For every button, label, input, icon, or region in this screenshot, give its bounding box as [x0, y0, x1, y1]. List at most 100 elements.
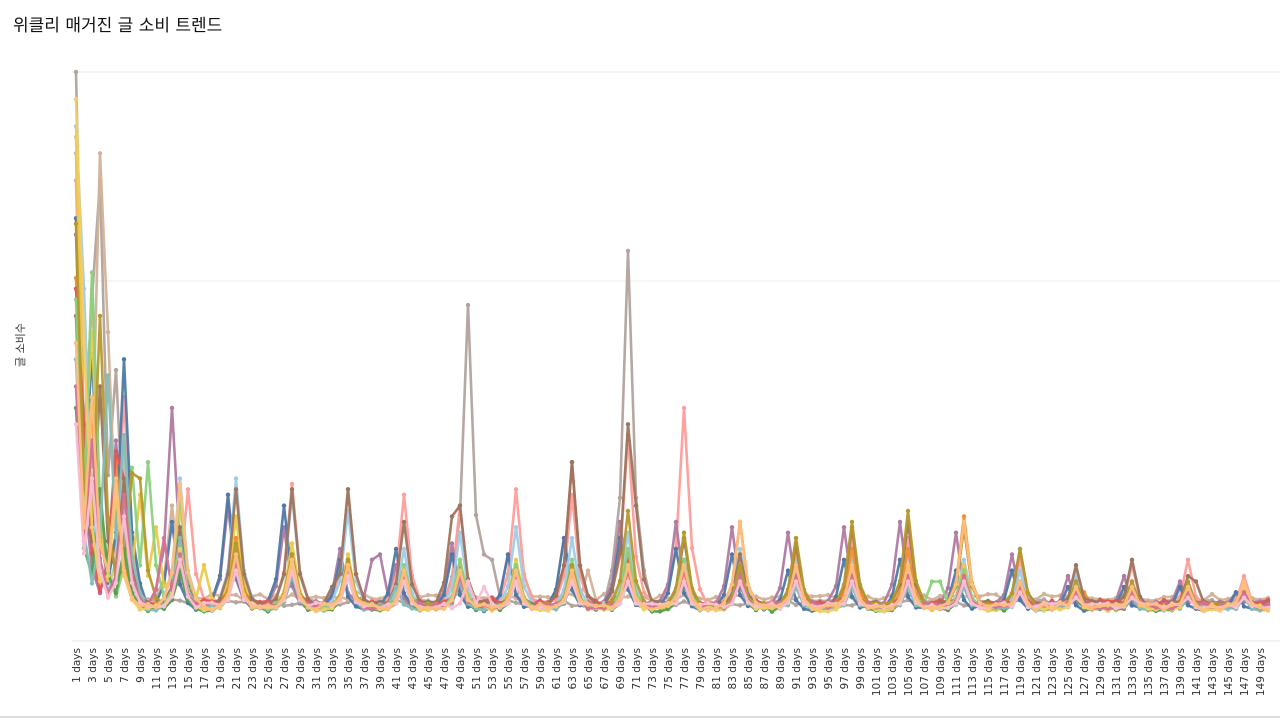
data-point	[353, 571, 359, 577]
data-point	[561, 597, 567, 603]
data-point	[113, 367, 119, 373]
x-tick-label: 25 days	[263, 648, 275, 689]
data-point	[705, 608, 711, 613]
data-point	[873, 604, 879, 609]
data-point	[209, 607, 215, 613]
data-point	[801, 596, 807, 601]
x-tick-label: 19 days	[215, 648, 227, 689]
data-point	[641, 590, 647, 595]
data-point	[961, 603, 967, 608]
data-point	[137, 604, 143, 609]
data-point	[313, 594, 319, 599]
data-point	[465, 597, 471, 603]
data-point	[841, 557, 847, 562]
data-point	[1249, 601, 1255, 606]
data-point	[617, 495, 623, 500]
data-point	[993, 592, 999, 597]
data-point	[1057, 601, 1063, 606]
data-point	[849, 546, 855, 552]
x-tick-label: 21 days	[231, 648, 243, 689]
data-point	[561, 563, 567, 568]
data-point	[849, 594, 855, 599]
x-tick-label: 127 days	[1079, 648, 1091, 696]
data-point	[1033, 607, 1039, 613]
data-point	[961, 579, 967, 584]
data-point	[1129, 603, 1135, 608]
data-point	[681, 599, 687, 604]
data-point	[865, 600, 871, 605]
data-point	[201, 597, 207, 603]
data-point	[753, 600, 759, 606]
x-tick-label: 71 days	[631, 648, 643, 689]
data-point	[1009, 568, 1015, 573]
x-tick-label: 101 days	[871, 648, 883, 696]
x-tick-label: 133 days	[1127, 648, 1139, 696]
data-point	[201, 563, 207, 568]
data-point	[457, 557, 463, 562]
data-point	[73, 422, 79, 427]
data-point	[849, 519, 855, 525]
data-point	[665, 606, 671, 612]
x-tick-label: 105 days	[903, 648, 915, 696]
data-point	[1153, 601, 1159, 607]
data-point	[225, 571, 231, 577]
data-point	[577, 563, 583, 568]
x-tick-label: 49 days	[455, 648, 467, 689]
data-point	[169, 405, 175, 411]
data-point	[633, 578, 639, 584]
data-point	[641, 577, 647, 582]
x-tick-label: 53 days	[487, 648, 499, 689]
data-point	[113, 535, 119, 540]
data-point	[353, 596, 359, 601]
data-point	[545, 605, 551, 610]
data-point	[489, 605, 495, 610]
data-point	[1041, 591, 1047, 597]
data-point	[313, 600, 319, 605]
data-point	[617, 596, 623, 601]
x-tick-label: 91 days	[791, 648, 803, 689]
data-point	[489, 601, 495, 606]
data-point	[961, 519, 967, 525]
x-tick-label: 35 days	[343, 648, 355, 689]
data-point	[585, 606, 591, 611]
data-point	[473, 512, 479, 518]
data-point	[905, 508, 911, 514]
data-point	[937, 593, 943, 599]
data-point	[729, 582, 735, 587]
data-point	[665, 602, 671, 607]
data-point	[73, 69, 79, 75]
data-point	[737, 573, 743, 579]
data-point	[1169, 606, 1175, 611]
data-point	[1073, 563, 1079, 568]
data-point	[937, 579, 943, 584]
x-tick-label: 73 days	[647, 648, 659, 689]
data-point	[185, 487, 191, 492]
data-point	[369, 602, 375, 607]
data-point	[633, 596, 639, 601]
data-point	[1177, 584, 1183, 590]
data-point	[153, 563, 159, 568]
x-tick-label: 11 days	[151, 648, 163, 689]
data-point	[1009, 591, 1015, 596]
data-point	[89, 395, 95, 400]
data-point	[113, 449, 119, 454]
data-point	[305, 596, 311, 602]
data-point	[881, 609, 887, 614]
data-point	[233, 514, 239, 519]
data-point	[681, 530, 687, 535]
data-point	[793, 602, 799, 608]
data-point	[337, 578, 343, 584]
series-line	[74, 136, 1269, 612]
data-point	[409, 606, 415, 611]
series-line	[74, 407, 1269, 613]
data-point	[577, 597, 583, 603]
data-point	[297, 594, 303, 599]
x-tick-label: 103 days	[887, 648, 899, 696]
data-point	[1049, 602, 1055, 607]
data-point	[1065, 573, 1071, 579]
data-point	[233, 552, 239, 557]
data-point	[113, 438, 119, 443]
data-point	[393, 546, 399, 552]
data-point	[417, 606, 423, 611]
